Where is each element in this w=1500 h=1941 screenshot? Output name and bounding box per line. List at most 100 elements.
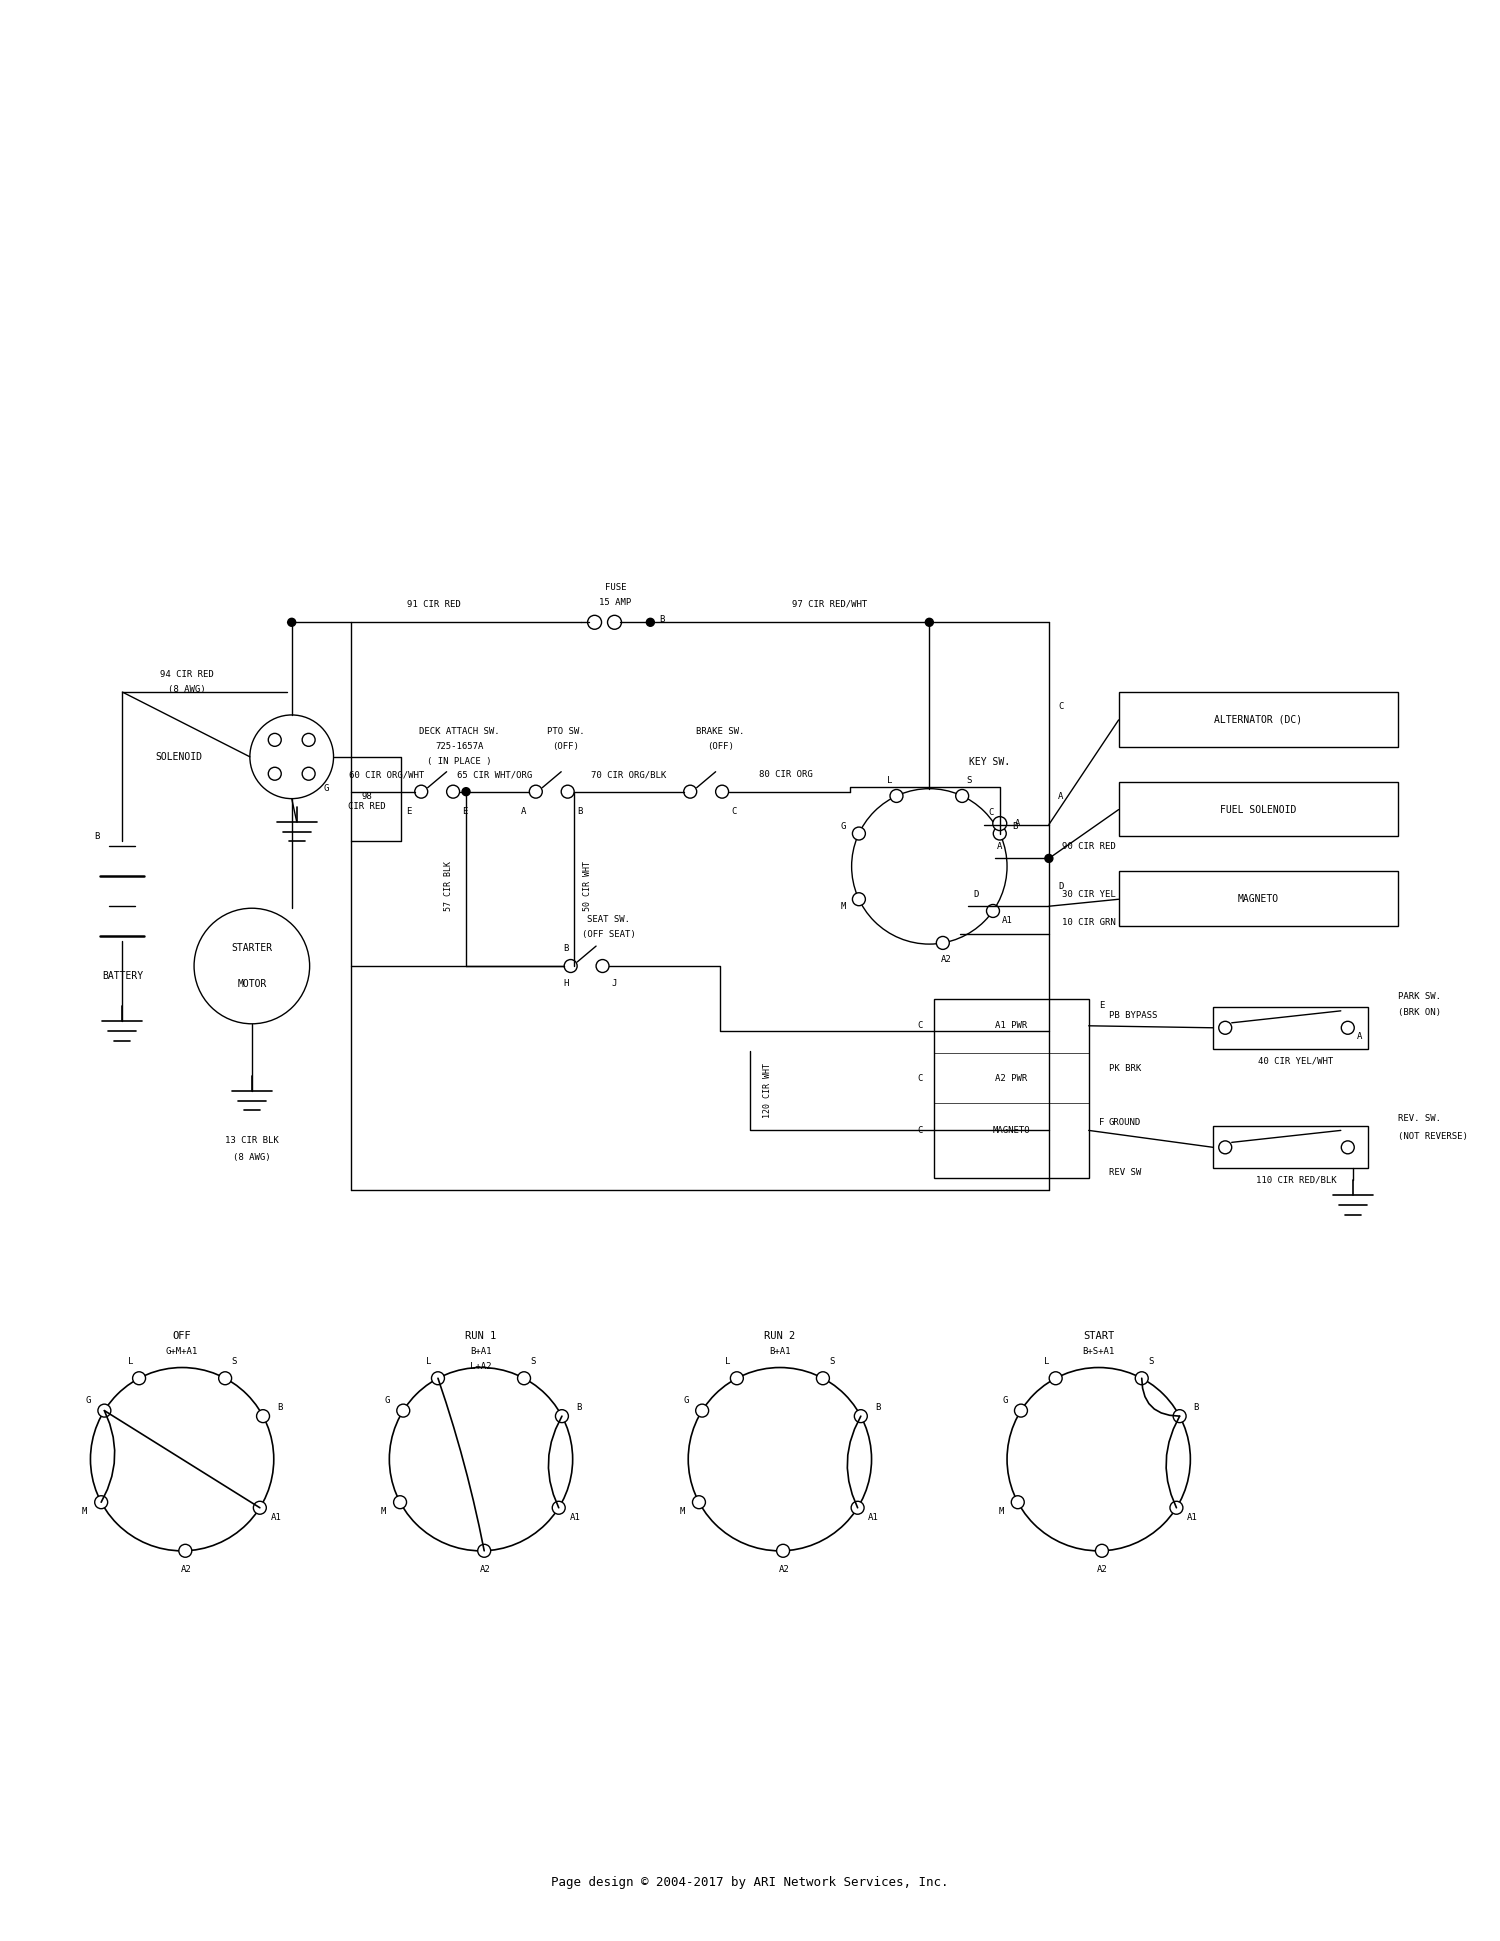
Circle shape	[98, 1403, 111, 1417]
Circle shape	[777, 1545, 789, 1557]
Text: C: C	[916, 1073, 922, 1083]
Circle shape	[302, 734, 315, 747]
Text: 10 CIR GRN: 10 CIR GRN	[1062, 918, 1116, 926]
Circle shape	[730, 1372, 744, 1384]
Circle shape	[432, 1372, 444, 1384]
Text: G: G	[684, 1396, 688, 1405]
Circle shape	[561, 786, 574, 798]
Text: 725-1657A: 725-1657A	[435, 741, 483, 751]
Text: 80 CIR ORG: 80 CIR ORG	[759, 771, 813, 778]
Text: 98
CIR RED: 98 CIR RED	[348, 792, 386, 811]
Text: A1: A1	[270, 1514, 282, 1522]
Text: S: S	[830, 1357, 834, 1366]
Circle shape	[688, 1368, 871, 1551]
Text: B: B	[576, 1403, 582, 1411]
Circle shape	[1220, 1141, 1232, 1153]
Circle shape	[302, 767, 315, 780]
Text: PK BRK: PK BRK	[1108, 1064, 1142, 1073]
Text: A2: A2	[940, 955, 951, 965]
Text: KEY SW.: KEY SW.	[969, 757, 1010, 767]
Text: G: G	[1002, 1396, 1008, 1405]
Text: A2: A2	[1096, 1564, 1108, 1574]
Text: E: E	[406, 807, 412, 815]
Bar	[1214, 1126, 1368, 1168]
Bar	[1119, 782, 1398, 837]
Text: L: L	[886, 776, 892, 784]
Text: BATTERY: BATTERY	[102, 970, 142, 980]
Text: DECK ATTACH SW.: DECK ATTACH SW.	[419, 728, 500, 736]
Text: 13 CIR BLK: 13 CIR BLK	[225, 1135, 279, 1145]
Circle shape	[268, 734, 280, 747]
Text: B: B	[1013, 821, 1019, 831]
Text: (OFF): (OFF)	[552, 741, 579, 751]
Text: 57 CIR BLK: 57 CIR BLK	[444, 862, 453, 912]
Text: REV SW: REV SW	[1108, 1168, 1142, 1176]
Text: 91 CIR RED: 91 CIR RED	[406, 600, 460, 609]
Circle shape	[993, 817, 1006, 831]
Circle shape	[993, 827, 1006, 840]
Text: ( IN PLACE ): ( IN PLACE )	[427, 757, 492, 767]
Text: L: L	[128, 1357, 134, 1366]
Circle shape	[256, 1409, 270, 1423]
Text: F: F	[1098, 1118, 1104, 1128]
Text: A: A	[996, 842, 1002, 850]
Circle shape	[477, 1545, 490, 1557]
Text: PB BYPASS: PB BYPASS	[1108, 1011, 1156, 1021]
Text: STARTER: STARTER	[231, 943, 273, 953]
Text: 110 CIR RED/BLK: 110 CIR RED/BLK	[1256, 1176, 1336, 1184]
Circle shape	[393, 1497, 406, 1508]
Bar	[1119, 693, 1398, 747]
Text: L: L	[726, 1357, 730, 1366]
Text: 94 CIR RED: 94 CIR RED	[160, 670, 214, 679]
Text: A2: A2	[480, 1564, 490, 1574]
Text: A: A	[520, 807, 526, 815]
Text: PTO SW.: PTO SW.	[548, 728, 585, 736]
Circle shape	[596, 959, 609, 972]
Circle shape	[852, 788, 1006, 943]
Circle shape	[1220, 1021, 1232, 1035]
Text: A: A	[1358, 1033, 1362, 1040]
Text: REV. SW.: REV. SW.	[1398, 1114, 1440, 1124]
Circle shape	[608, 615, 621, 629]
Text: D: D	[974, 889, 978, 899]
Text: MOTOR: MOTOR	[237, 978, 267, 990]
Text: A2: A2	[180, 1564, 192, 1574]
Text: D: D	[1058, 881, 1064, 891]
Text: SOLENOID: SOLENOID	[154, 751, 203, 761]
Text: C: C	[916, 1021, 922, 1031]
Circle shape	[1136, 1372, 1148, 1384]
Circle shape	[1341, 1141, 1354, 1153]
Circle shape	[716, 786, 729, 798]
Text: 97 CIR RED/WHT: 97 CIR RED/WHT	[792, 600, 867, 609]
Circle shape	[816, 1372, 830, 1384]
Text: B: B	[578, 807, 582, 815]
Circle shape	[268, 767, 280, 780]
Text: B: B	[660, 615, 664, 623]
Text: MAGNETO: MAGNETO	[992, 1126, 1030, 1135]
Circle shape	[254, 1500, 267, 1514]
Text: G: G	[842, 821, 846, 831]
Circle shape	[251, 714, 333, 798]
Text: B: B	[562, 943, 568, 953]
Text: C: C	[916, 1126, 922, 1135]
Text: (NOT REVERSE): (NOT REVERSE)	[1398, 1132, 1467, 1141]
Circle shape	[555, 1409, 568, 1423]
Text: 50 CIR WHT: 50 CIR WHT	[584, 862, 592, 912]
Text: A: A	[1016, 819, 1020, 829]
Circle shape	[936, 936, 950, 949]
Circle shape	[926, 619, 933, 627]
Text: H: H	[562, 980, 568, 988]
Circle shape	[194, 908, 309, 1023]
Text: Page design © 2004-2017 by ARI Network Services, Inc.: Page design © 2004-2017 by ARI Network S…	[552, 1877, 948, 1889]
Circle shape	[414, 786, 428, 798]
Text: C: C	[732, 807, 736, 815]
Text: S: S	[1148, 1357, 1154, 1366]
Circle shape	[1014, 1403, 1028, 1417]
Text: 60 CIR ORG/WHT: 60 CIR ORG/WHT	[348, 771, 424, 778]
Text: B: B	[94, 833, 100, 840]
Circle shape	[646, 619, 654, 627]
Circle shape	[1173, 1409, 1186, 1423]
Circle shape	[1095, 1545, 1108, 1557]
Text: 15 AMP: 15 AMP	[600, 598, 632, 608]
Circle shape	[850, 1500, 864, 1514]
